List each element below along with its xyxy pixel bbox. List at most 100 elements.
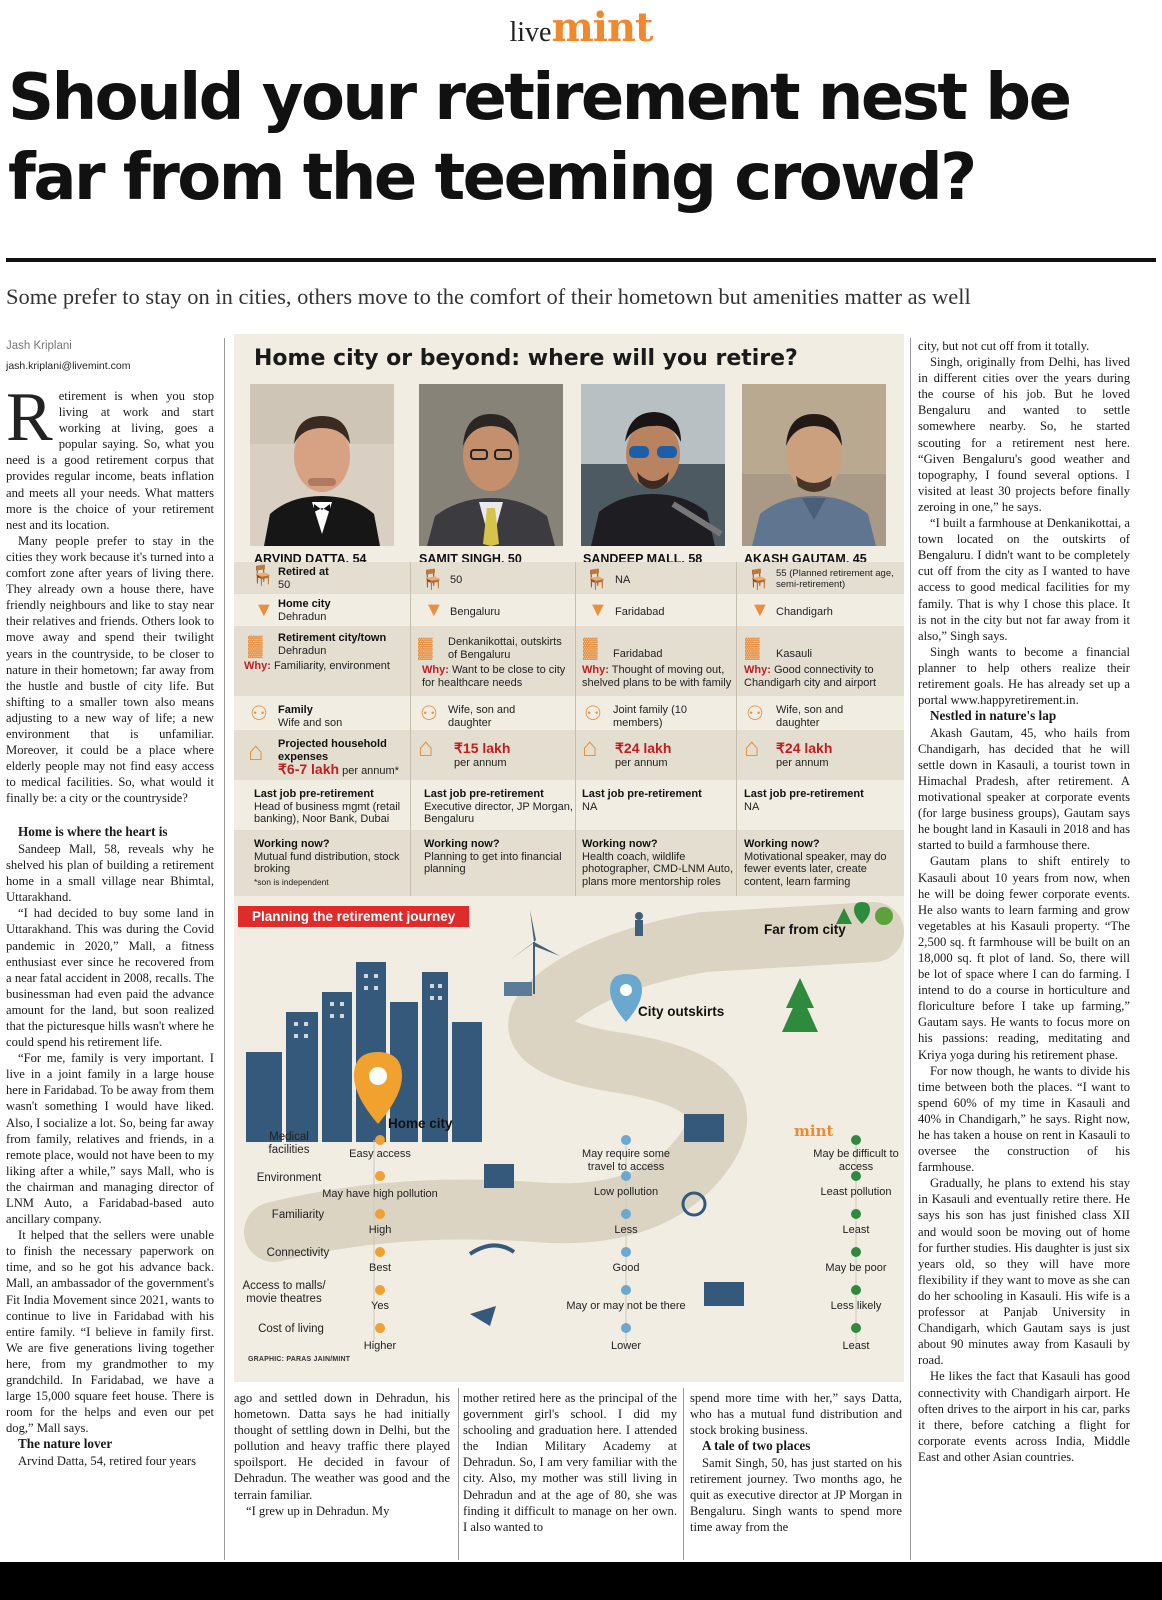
last-job-cell: Last job pre-retirement Executive directo… bbox=[424, 788, 582, 826]
planning-title: Planning the retirement journey bbox=[238, 906, 469, 927]
expenses-cell: Projected household expenses ₹6-7 lakh pe… bbox=[278, 738, 408, 778]
column-rule bbox=[458, 1388, 459, 1560]
location-pin-icon: ▼ bbox=[424, 600, 444, 620]
family-icon: ⚇ bbox=[584, 704, 602, 724]
family-cell: Wife, son and daughter bbox=[776, 704, 856, 729]
headline-rule bbox=[6, 258, 1156, 262]
paragraph: Gautam plans to shift entirely to Kasaul… bbox=[918, 853, 1130, 1062]
expenses-cell: ₹24 lakh per annum bbox=[776, 742, 904, 769]
working-now-cell: Working now? Planning to get into financi… bbox=[424, 838, 582, 876]
column-rule bbox=[683, 1388, 684, 1560]
home-value: Best bbox=[330, 1262, 430, 1275]
headline: Should your retirement nest be far from … bbox=[8, 58, 1158, 218]
family-icon: ⚇ bbox=[250, 704, 268, 724]
paragraph: It helped that the sellers were unable t… bbox=[6, 1227, 214, 1436]
photo-akash-gautam bbox=[742, 384, 886, 546]
paragraph: Samit Singh, 50, has just started on his… bbox=[690, 1455, 902, 1535]
far-value: May be difficult to access bbox=[810, 1148, 902, 1173]
buildings-icon: ▓ bbox=[248, 636, 263, 656]
outskirts-value: May require some travel to access bbox=[576, 1148, 676, 1173]
paragraph: Singh wants to become a financial planne… bbox=[918, 644, 1130, 708]
paragraph: “I had decided to buy some land in Uttar… bbox=[6, 905, 214, 1050]
last-job-cell: Last job pre-retirement NA bbox=[744, 788, 902, 813]
masthead: livemint bbox=[0, 4, 1162, 44]
last-job-cell: Last job pre-retirement NA bbox=[582, 788, 740, 813]
infographic-title: Home city or beyond: where will you reti… bbox=[254, 346, 798, 371]
masthead-mint: mint bbox=[551, 4, 652, 51]
rocking-chair-icon: 🪑 bbox=[250, 566, 275, 586]
retirement-city-cell: Retirement city/town Dehradun bbox=[278, 632, 436, 657]
paragraph: He likes the fact that Kasauli has good … bbox=[918, 1368, 1130, 1465]
outskirts-value: Less bbox=[576, 1224, 676, 1237]
photo-samit-singh bbox=[419, 384, 563, 546]
far-value: May be poor bbox=[806, 1262, 904, 1275]
buildings-icon: ▓ bbox=[583, 638, 598, 658]
criterion-label: Environment bbox=[234, 1172, 344, 1185]
buildings-icon: ▓ bbox=[418, 638, 433, 658]
criterion-label: Medical facilities bbox=[248, 1131, 330, 1157]
infographic: Home city or beyond: where will you reti… bbox=[234, 334, 904, 1382]
house-rupee-icon: ⌂ bbox=[744, 738, 760, 758]
bottom-black-bar bbox=[0, 1562, 1162, 1600]
masthead-live: live bbox=[509, 17, 551, 48]
working-now-cell: Working now? Health coach, wildlife photo… bbox=[582, 838, 740, 888]
byline-email[interactable]: jash.kriplani@livemint.com bbox=[6, 360, 130, 372]
paragraph: ago and settled down in Dehradun, his ho… bbox=[234, 1390, 450, 1503]
why-cell: Why: Thought of moving out, shelved plan… bbox=[582, 664, 736, 689]
why-cell: Why: Good connectivity to Chandigarh cit… bbox=[744, 664, 898, 689]
paragraph: “I built a farmhouse at Denkanikottai, a… bbox=[918, 515, 1130, 644]
outskirts-value: Lower bbox=[576, 1340, 676, 1353]
home-value: May have high pollution bbox=[310, 1188, 450, 1201]
criterion-label: Cost of living bbox=[248, 1323, 334, 1336]
working-now-cell: Working now? Motivational speaker, may do… bbox=[744, 838, 902, 888]
article-column-4: spend more time with her,” says Datta, w… bbox=[690, 1390, 902, 1560]
far-value: Least bbox=[806, 1224, 904, 1237]
family-icon: ⚇ bbox=[746, 704, 764, 724]
family-cell: Joint family (10 members) bbox=[613, 704, 703, 729]
paragraph: spend more time with her,” says Datta, w… bbox=[690, 1390, 902, 1438]
home-value: Easy access bbox=[330, 1148, 430, 1161]
graphic-credit: GRAPHIC: PARAS JAIN/MINT bbox=[248, 1356, 350, 1363]
article-column-1: R etirement is when you stop living at w… bbox=[6, 388, 214, 1558]
byline-name: Jash Kriplani bbox=[6, 340, 72, 352]
home-city-cell: Bengaluru bbox=[450, 606, 608, 619]
retired-cell: Retired at 50 bbox=[278, 566, 436, 591]
paragraph: Akash Gautam, 45, who hails from Chandig… bbox=[918, 725, 1130, 854]
far-value: Least bbox=[806, 1340, 904, 1353]
paragraph: “For me, family is very important. I liv… bbox=[6, 1050, 214, 1227]
paragraph: Many people prefer to stay in the cities… bbox=[6, 533, 214, 807]
far-value: Less likely bbox=[806, 1300, 904, 1313]
rocking-chair-icon: 🪑 bbox=[584, 570, 609, 590]
buildings-icon: ▓ bbox=[745, 638, 760, 658]
why-cell: Why: Want to be close to city for health… bbox=[422, 664, 570, 689]
paragraph: city, but not cut off from it totally. bbox=[918, 338, 1130, 354]
family-cell: Family Wife and son bbox=[278, 704, 436, 729]
working-now-cell: Working now? Mutual fund distribution, st… bbox=[254, 838, 412, 888]
paragraph: Gradually, he plans to extend his stay i… bbox=[918, 1175, 1130, 1368]
home-value: Yes bbox=[330, 1300, 430, 1313]
family-icon: ⚇ bbox=[420, 704, 438, 724]
location-pin-icon: ▼ bbox=[750, 600, 770, 620]
planning-section: Planning the retirement journey Home cit… bbox=[234, 902, 904, 1382]
outskirts-value: May or may not be there bbox=[546, 1300, 706, 1313]
photo-sandeep-mall bbox=[581, 384, 725, 546]
place-far-from-city: Far from city bbox=[764, 922, 846, 937]
rocking-chair-icon: 🪑 bbox=[746, 570, 771, 590]
paragraph: “I grew up in Dehradun. My bbox=[234, 1503, 450, 1519]
home-city-cell: Home city Dehradun bbox=[278, 598, 436, 623]
rocking-chair-icon: 🪑 bbox=[420, 570, 445, 590]
article-column-5: city, but not cut off from it totally. S… bbox=[918, 338, 1130, 1560]
last-job-cell: Last job pre-retirement Head of business … bbox=[254, 788, 412, 826]
outskirts-value: Good bbox=[576, 1262, 676, 1275]
criterion-label: Connectivity bbox=[248, 1247, 348, 1260]
home-city-cell: Chandigarh bbox=[776, 606, 904, 619]
subhead: A tale of two places bbox=[690, 1438, 902, 1455]
paragraph: Arvind Datta, 54, retired four years bbox=[6, 1453, 214, 1469]
location-pin-icon: ▼ bbox=[254, 600, 274, 620]
column-rule bbox=[910, 338, 911, 1560]
retired-cell: 55 (Planned retirement age, semi-retirem… bbox=[776, 568, 900, 590]
retirement-city-cell: Kasauli bbox=[776, 648, 904, 661]
photo-arvind-datta bbox=[250, 384, 394, 546]
outskirts-value: Low pollution bbox=[566, 1186, 686, 1199]
place-city-outskirts: City outskirts bbox=[638, 1004, 724, 1019]
